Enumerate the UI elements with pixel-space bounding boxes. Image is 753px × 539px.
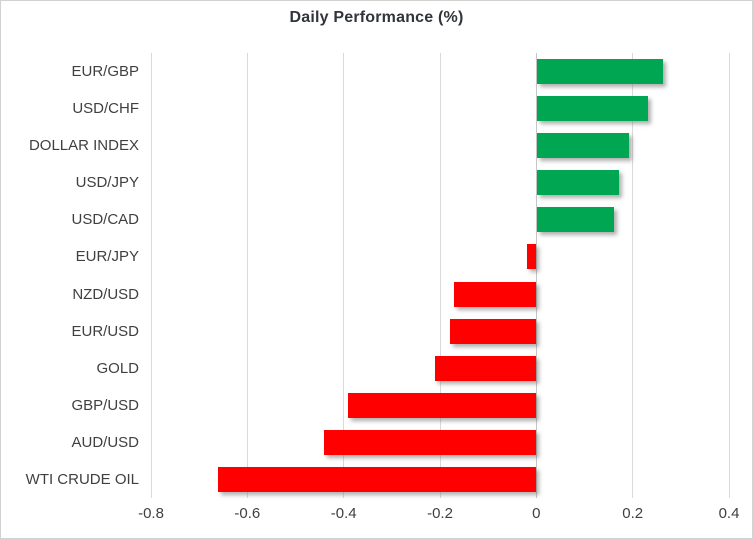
gridline xyxy=(150,53,152,498)
plot-area xyxy=(150,53,730,498)
gridline xyxy=(728,53,730,498)
bar-eur-usd xyxy=(449,318,537,344)
category-label: WTI CRUDE OIL xyxy=(25,470,139,488)
category-label: GOLD xyxy=(96,359,139,377)
category-label: USD/CHF xyxy=(72,100,139,118)
bar-eur-jpy xyxy=(526,244,537,270)
category-label: USD/JPY xyxy=(75,174,139,192)
gridline xyxy=(439,53,441,498)
category-label: NZD/USD xyxy=(72,285,139,303)
bar-usd-jpy xyxy=(537,170,620,196)
x-tick-label: -0.8 xyxy=(138,505,164,522)
chart-title: Daily Performance (%) xyxy=(289,9,464,26)
x-tick-label: 0.4 xyxy=(718,505,740,522)
category-label: DOLLAR INDEX xyxy=(28,137,139,155)
category-label: USD/CAD xyxy=(71,211,139,229)
x-tick-label: -0.4 xyxy=(330,505,357,522)
bar-usd-cad xyxy=(537,207,615,233)
category-label: AUD/USD xyxy=(71,433,139,451)
bar-gbp-usd xyxy=(348,392,537,418)
bar-dollar-index xyxy=(537,133,629,159)
x-tick-label: 0 xyxy=(532,505,541,522)
bar-wti-crude-oil xyxy=(218,466,537,492)
bar-gold xyxy=(435,355,537,381)
category-label: GBP/USD xyxy=(71,396,139,414)
bar-aud-usd xyxy=(324,429,537,455)
category-label: EUR/GBP xyxy=(71,63,139,80)
category-label: EUR/JPY xyxy=(75,248,139,266)
gridline xyxy=(343,53,345,498)
gridline xyxy=(632,53,634,498)
category-label: EUR/USD xyxy=(71,322,139,340)
zero-axis-line xyxy=(535,53,537,498)
x-tick-label: 0.2 xyxy=(622,505,644,522)
bar-nzd-usd xyxy=(454,281,537,307)
gridline xyxy=(246,53,248,498)
x-tick-label: -0.6 xyxy=(234,505,261,522)
bar-eur-gbp xyxy=(537,59,663,85)
bar-usd-chf xyxy=(537,96,649,122)
x-tick-label: -0.2 xyxy=(427,505,453,522)
